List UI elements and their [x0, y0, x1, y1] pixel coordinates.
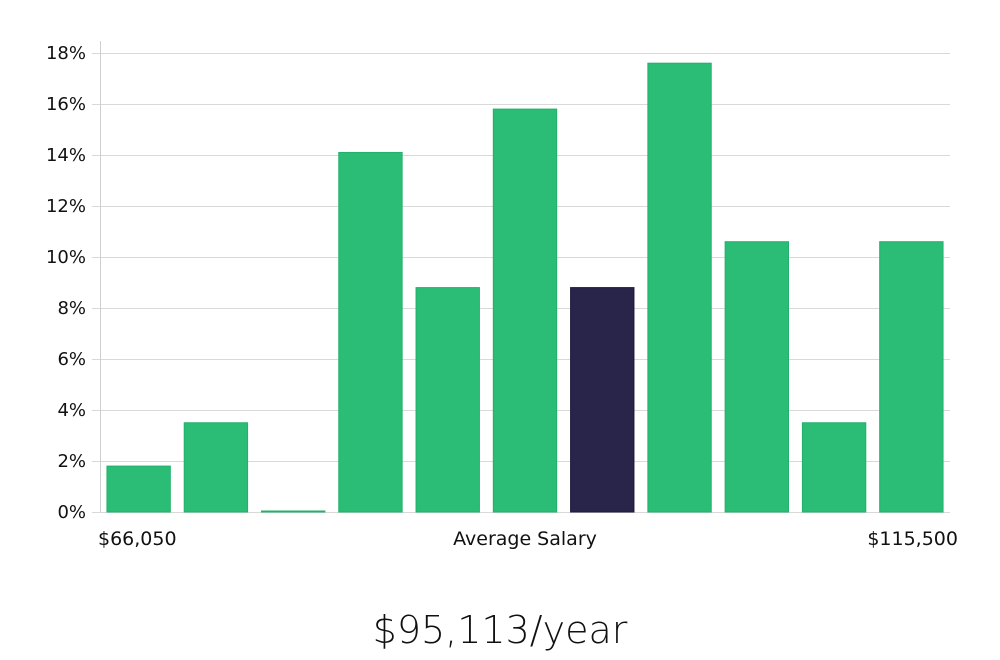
y-tick-label: 16%	[46, 94, 86, 115]
x-axis-max-label: $115,500	[867, 528, 958, 550]
bar	[338, 151, 403, 513]
x-axis-min-label: $66,050	[98, 528, 177, 550]
bar	[106, 465, 171, 513]
y-tick-label: 6%	[57, 349, 86, 370]
bar	[261, 510, 326, 513]
bars	[106, 62, 944, 513]
bar	[724, 241, 789, 513]
bar	[492, 108, 558, 513]
bar	[415, 287, 480, 513]
y-tick-label: 14%	[46, 145, 86, 166]
y-tick-label: 18%	[46, 43, 86, 64]
y-tick-label: 2%	[57, 451, 86, 472]
y-axis-ticks: 0% 2% 4% 6% 8% 10% 12% 14% 16% 18%	[46, 43, 86, 523]
y-tick-label: 10%	[46, 247, 86, 268]
y-tick-label: 0%	[57, 502, 86, 523]
y-tick-label: 8%	[57, 298, 86, 319]
bar	[879, 241, 944, 513]
average-salary-value: $95,113/year	[372, 608, 628, 652]
y-tick-label: 12%	[46, 196, 86, 217]
bar	[801, 422, 867, 513]
bar-highlighted	[570, 287, 635, 513]
bar	[183, 422, 249, 513]
y-tick-label: 4%	[57, 400, 86, 421]
x-axis-title: Average Salary	[453, 528, 597, 550]
bar	[647, 62, 712, 513]
